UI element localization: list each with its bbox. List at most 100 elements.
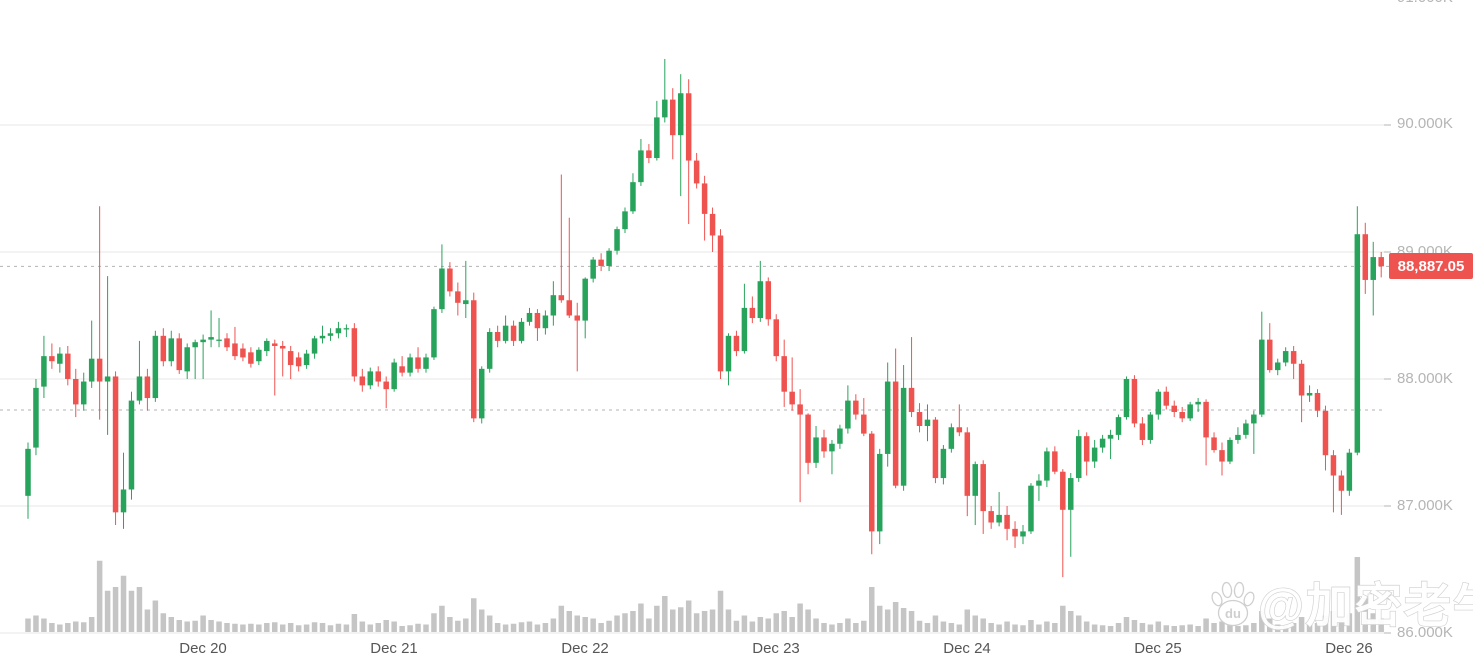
y-tick-label: 87.000K <box>1397 497 1453 514</box>
volume-bar <box>1306 624 1313 632</box>
volume-bar <box>1211 623 1217 632</box>
volume-bar <box>884 609 891 632</box>
candle-up <box>25 448 31 496</box>
candle-up <box>829 443 835 452</box>
volume-bar <box>463 618 469 632</box>
candle-down <box>287 351 294 366</box>
candle-up <box>152 335 159 399</box>
volume-pane <box>25 557 1384 632</box>
candle-down <box>709 213 716 236</box>
gridlines <box>0 124 1391 634</box>
baidu-paw-icon: du <box>1211 581 1255 627</box>
candle-down <box>781 356 787 392</box>
volume-bar <box>311 622 318 632</box>
volume-bar <box>1123 617 1130 632</box>
candle-down <box>821 437 827 452</box>
volume-bar <box>1147 624 1154 632</box>
volume-bar <box>176 620 182 632</box>
volume-bar <box>431 613 437 632</box>
candle-down <box>869 433 875 532</box>
volume-bar <box>327 625 334 632</box>
candle-down <box>248 352 254 364</box>
candle-up <box>136 376 143 401</box>
volume-bar <box>701 611 708 632</box>
volume-bar <box>1259 611 1265 632</box>
volume-bar <box>1298 617 1305 632</box>
volume-bar <box>956 624 963 632</box>
watermark: du @加密老牛 <box>1211 578 1473 633</box>
volume-bar <box>781 611 787 632</box>
volume-bar <box>1099 625 1106 632</box>
candle-up <box>884 381 891 454</box>
volume-bar <box>240 624 246 632</box>
volume-bar <box>765 618 772 632</box>
volume-bar <box>526 621 533 632</box>
volume-bar <box>1139 623 1146 632</box>
price-scale[interactable]: 91.000K 90.000K 89.000K 88.000K 87.000K … <box>1397 0 1453 641</box>
candle-up <box>33 387 39 448</box>
candle-up <box>638 150 644 183</box>
candle-up <box>303 353 310 366</box>
volume-bar <box>1115 623 1122 632</box>
volume-bar <box>677 607 684 632</box>
volume-bar <box>367 624 374 632</box>
candle-down <box>685 93 692 161</box>
volume-bar <box>574 615 580 632</box>
candle-down <box>1004 514 1010 529</box>
volume-bar <box>224 623 230 632</box>
candle-down <box>598 259 604 266</box>
volume-bar <box>41 618 47 632</box>
volume-bar <box>415 623 421 632</box>
volume-bar <box>741 615 748 632</box>
volume-bar <box>1362 598 1369 632</box>
price-badge-label: 88,887.05 <box>1398 258 1465 275</box>
volume-bar <box>494 623 501 632</box>
candle-up <box>104 376 111 382</box>
candle-down <box>272 343 278 346</box>
volume-bar <box>439 605 445 632</box>
candle-up <box>478 368 485 419</box>
last-price-badge: 88,887.05 <box>1389 253 1473 279</box>
y-tick-label: 86.000K <box>1397 624 1453 641</box>
volume-bar <box>550 618 557 632</box>
volume-bar <box>279 624 286 632</box>
candle-up <box>88 358 95 382</box>
volume-bar <box>670 609 676 632</box>
candle-down <box>160 335 167 362</box>
volume-bar <box>120 575 127 632</box>
candle-down <box>1298 363 1305 396</box>
volume-bar <box>518 622 525 632</box>
volume-bar <box>1155 621 1162 632</box>
price-badge-background <box>1389 253 1473 279</box>
candle-down <box>1267 339 1273 371</box>
volume-bar <box>845 618 851 632</box>
volume-bar <box>383 620 389 632</box>
volume-bar <box>654 605 660 632</box>
volume-bar <box>558 605 565 632</box>
volume-bar <box>471 598 477 632</box>
candle-down <box>351 328 358 377</box>
x-tick-label: Dec 26 <box>1325 640 1373 657</box>
candle-down <box>144 376 151 399</box>
candle-up <box>208 337 214 340</box>
volume-bar <box>104 590 111 632</box>
volume-bar <box>1075 615 1082 632</box>
candle-down <box>49 356 55 362</box>
candle-down <box>1171 405 1177 413</box>
candle-up <box>439 268 445 310</box>
volume-bar <box>876 605 883 632</box>
candle-up <box>1235 434 1241 440</box>
volume-bar <box>813 618 819 632</box>
time-scale[interactable]: Dec 20 Dec 21 Dec 22 Dec 23 Dec 24 Dec 2… <box>179 640 1373 657</box>
volume-bar <box>1235 626 1241 632</box>
candle-down <box>749 307 756 319</box>
volume-bar <box>1171 626 1177 632</box>
volume-bar <box>725 609 732 632</box>
volume-bar <box>335 623 342 632</box>
candle-up <box>1306 392 1313 396</box>
volume-bar <box>821 623 827 632</box>
candle-down <box>1338 475 1345 491</box>
volume-bar <box>1091 624 1098 632</box>
